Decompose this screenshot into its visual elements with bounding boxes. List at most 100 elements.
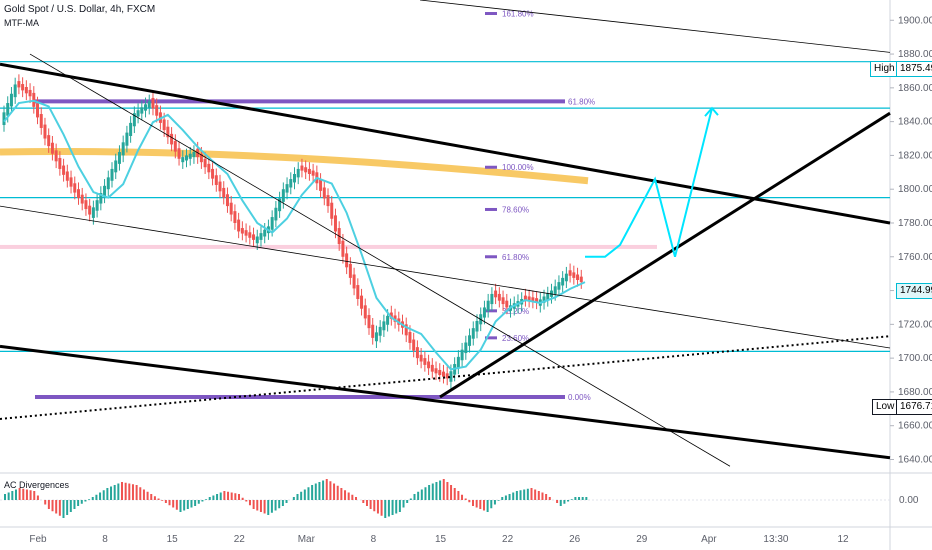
oscillator-bar [241,497,244,500]
oscillator-bar [267,500,270,515]
oscillator-bar [482,500,485,511]
y-tick-label: 1800.00 [898,184,932,195]
candle-body [106,177,110,190]
oscillator-bar [281,500,284,506]
x-tick-label: 29 [636,534,648,545]
oscillator-bar [256,500,259,511]
candle-body [274,207,278,221]
fib-label: 23.60% [502,334,529,343]
oscillator-bar [33,491,36,500]
fib-label: 161.80% [502,10,534,19]
trendline-upper [0,62,891,225]
candle-body [69,177,73,187]
candle-body [445,373,449,379]
oscillator-bar [523,489,526,500]
fib-label: 0.00% [568,393,591,402]
candle-body [330,202,334,219]
candle-body [311,170,315,176]
candle-body [147,101,151,108]
oscillator-bar [570,499,573,500]
candle-body [293,173,296,183]
trendline-thin [29,53,731,467]
resistance-zone [0,244,657,249]
candle-body [9,93,13,107]
candle-body [468,335,472,346]
oscillator-bar [504,495,507,500]
candle-body [73,183,77,193]
oscillator-bar [168,500,171,506]
oscillator-bar [384,500,387,518]
x-tick-label: Apr [701,534,717,545]
oscillator-bar [300,491,303,500]
oscillator-bar [4,494,6,500]
oscillator-bar [545,494,548,500]
fib-label: 61.80% [502,253,529,262]
candle-body [427,361,431,369]
oscillator-bar [490,500,493,509]
oscillator-bar [164,500,167,503]
trendline-rising [439,111,891,399]
candle-body [296,168,300,178]
low-label: Low [872,399,899,415]
oscillator-bar [80,500,83,504]
candle-body [322,187,326,199]
candle-body [497,293,501,301]
y-tick-label: 1900.00 [898,15,932,26]
oscillator-bar [69,500,72,512]
y-tick-label: 1660.00 [898,421,932,432]
oscillator-bar [574,497,577,500]
oscillator-bar [355,497,357,500]
candle-body [352,274,356,289]
candle-body [423,358,427,365]
oscillator-bar [402,500,405,508]
oscillator-bar [318,482,321,500]
projection-arrow [704,106,719,117]
candle-body [333,215,337,232]
oscillator-bar [161,500,164,501]
candle-body [542,296,546,303]
oscillator-bar [58,500,61,516]
oscillator-bar [25,489,28,500]
fib-label: 78.60% [502,205,529,214]
oscillator-bar [541,492,544,500]
x-tick-label: 8 [371,534,377,545]
oscillator-bar [117,483,120,500]
oscillator-bar [442,479,445,500]
oscillator-bar [95,494,98,500]
candle-body [211,168,215,179]
oscillator-bar [530,488,533,500]
candle-body [114,160,118,173]
oscillator-bar [219,492,222,500]
fib-label: 100.00% [502,163,534,172]
chart-title: Gold Spot / U.S. Dollar, 4h, FXCM [4,4,156,15]
candle-body [214,175,218,185]
oscillator-bar [501,497,504,500]
candle-body [188,153,192,159]
oscillator-bar [303,489,306,500]
oscillator-bar [344,490,347,500]
oscillator-bar [461,494,464,500]
oscillator-bar [486,500,489,512]
candle-body [155,105,159,116]
candle-body [546,293,550,300]
candle-body [527,296,531,301]
x-tick-label: Feb [29,534,47,545]
candle-body [117,152,121,164]
oscillator-bar [223,491,226,500]
fib-label: 61.80% [568,97,595,106]
oscillator-bar [336,485,339,500]
oscillator-bar [362,500,365,503]
oscillator-bar [369,500,372,509]
oscillator-bar [113,485,116,500]
candle-body [207,163,211,173]
oscillator-bar [212,495,215,500]
y-tick-label: 1680.00 [898,387,932,398]
candle-body [568,270,572,276]
oscillator-bar [581,497,584,500]
oscillator-bar [479,500,482,509]
candle-body [170,133,174,145]
oscillator-bar [387,500,390,517]
candle-body [199,153,203,163]
oscillator-bar [457,491,460,500]
